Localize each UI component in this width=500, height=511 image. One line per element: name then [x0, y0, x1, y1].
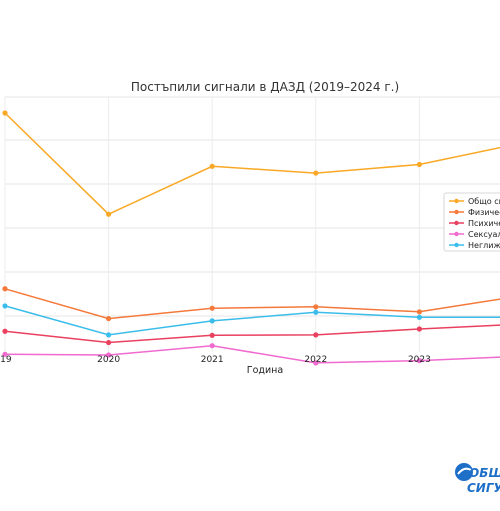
series-line	[4, 324, 500, 344]
legend-label: Психиче	[468, 219, 500, 228]
data-point	[209, 163, 215, 169]
series-line	[4, 344, 500, 364]
data-point	[106, 315, 112, 322]
legend-marker	[454, 220, 459, 226]
logo-circle-icon	[455, 463, 473, 481]
series-line	[4, 305, 500, 336]
series-layer	[2, 110, 500, 366]
data-point	[416, 326, 422, 332]
x-tick-label: 019	[0, 355, 12, 365]
data-point	[106, 332, 112, 338]
legend-label: Общо си	[468, 197, 500, 206]
x-axis-label: Година	[247, 365, 283, 376]
grid	[4, 96, 500, 352]
x-ticks: 019 2020 2021 2022 2023	[0, 355, 431, 365]
x-tick-label: 2020	[97, 355, 120, 365]
data-point	[313, 332, 319, 338]
x-tick-label: 2022	[304, 355, 327, 365]
logo-line1: ОБЩ	[469, 466, 500, 480]
data-point	[2, 286, 8, 292]
data-point	[2, 110, 8, 116]
series-line	[4, 288, 500, 320]
legend-label: Неглижи	[468, 241, 500, 250]
data-point	[313, 309, 319, 315]
watermark-logo: ОБЩ СИГУ	[452, 458, 500, 498]
legend-marker	[454, 198, 459, 204]
legend-marker	[454, 231, 459, 237]
data-point	[106, 339, 112, 346]
logo-graphic: ОБЩ СИГУ	[455, 463, 500, 495]
legend-label: Физичес	[468, 208, 500, 217]
chart-title: Постъпили сигнали в ДАЗД (2019–2024 г.)	[131, 80, 399, 94]
data-point	[209, 318, 215, 324]
data-point	[416, 358, 422, 364]
data-point	[209, 305, 215, 311]
data-point	[2, 303, 8, 309]
data-point	[416, 309, 422, 315]
x-tick-label: 2023	[408, 355, 431, 365]
data-point	[416, 161, 422, 168]
legend-marker	[454, 242, 459, 248]
data-point	[209, 343, 215, 349]
data-point	[416, 314, 422, 320]
x-tick-label: 2021	[201, 355, 224, 365]
logo-line2: СИГУ	[467, 481, 500, 495]
series-line	[4, 112, 500, 216]
data-point	[313, 170, 319, 176]
data-point	[313, 304, 319, 310]
data-point	[106, 352, 112, 358]
data-point	[2, 351, 8, 357]
legend-marker	[454, 209, 459, 215]
legend: Общо си Физичес Психиче Сексуал Неглижи	[443, 192, 500, 252]
data-point	[106, 211, 112, 217]
data-point	[209, 332, 215, 338]
data-point	[2, 328, 8, 334]
legend-box	[443, 192, 500, 252]
legend-label: Сексуал	[468, 230, 500, 239]
data-point	[313, 360, 319, 366]
